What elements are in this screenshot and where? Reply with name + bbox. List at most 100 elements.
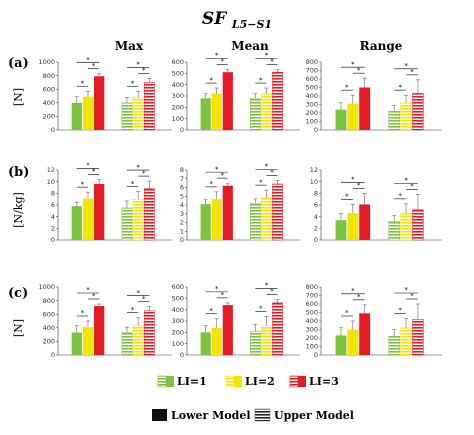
legend-item-li1: LI=1 <box>157 375 207 388</box>
legend-swatch-upper-model <box>254 408 271 422</box>
panel-c-range-bar-lower-li1 <box>335 335 347 355</box>
panel-b-range-sig-star-lower-1: * <box>345 193 349 201</box>
panel-b-mean-sig-star-lower-1: * <box>209 180 213 188</box>
panel-a-range-sig-star-lower-1: * <box>345 83 349 91</box>
panel-a-max-tick-label-800: 800 <box>43 72 55 80</box>
panel-b-mean-sig-star-upper-3: * <box>270 169 274 177</box>
panel-c-range-bar-upper-li2 <box>400 327 412 356</box>
panel-c-range-tick-label-300: 300 <box>306 326 318 334</box>
panel-a-mean-tick-label-300: 300 <box>172 92 184 100</box>
panel-a-range-tick-label-100: 100 <box>306 118 318 126</box>
panel-a-range-tick-label-200: 200 <box>306 109 318 117</box>
panel-c-max-sig-star-lower-2: * <box>86 286 90 294</box>
panel-b-range-bar-upper-li2 <box>400 212 412 241</box>
panel-c-mean-tick-label-600: 600 <box>172 283 184 291</box>
panel-b-max-tick-label-12: 12 <box>47 166 55 174</box>
panel-b-range-sig-star-upper-1: * <box>398 192 402 200</box>
panel-c-mean-bar-lower-li1 <box>200 332 211 355</box>
panel-c-range-tick-label-100: 100 <box>306 343 318 351</box>
panel-b-max-bar-upper-li3 <box>143 188 155 241</box>
panel-c-range-sig-star-lower-1: * <box>345 309 349 317</box>
panel-c-mean-sig-star-upper-3: * <box>270 288 274 296</box>
panel-a-range-sig-star-upper-3: * <box>410 68 414 76</box>
panel-a-range-tick-label-0: 0 <box>314 126 318 134</box>
panel-c-mean-bar-upper-li1 <box>250 330 261 356</box>
legend-item-li2: LI=2 <box>225 375 275 388</box>
panel-b-mean-sig-star-lower-3: * <box>221 171 225 179</box>
panel-a-max-tick-label-400: 400 <box>43 99 55 107</box>
panel-b-range-bar-lower-li3 <box>359 204 371 240</box>
panel-b-max-tick-label-4: 4 <box>51 213 55 221</box>
panel-a-range-bar-lower-li2 <box>347 103 359 130</box>
column-header-range: Range <box>360 39 403 53</box>
panel-c-range-bar-upper-li3 <box>412 319 424 356</box>
panel-b-mean-sig-star-upper-2: * <box>265 163 269 171</box>
panel-b-mean-sig-star-lower-2: * <box>215 165 219 173</box>
legend-label-li3: LI=3 <box>309 375 339 388</box>
panel-a-max-sig-star-lower-3: * <box>92 62 96 70</box>
panel-a-mean-bar-lower-li3 <box>222 72 233 130</box>
panel-b-max-sig-star-lower-1: * <box>81 180 85 188</box>
panel-b-mean-tick-label-1: 1 <box>180 227 184 235</box>
panel-c-range-tick-label-200: 200 <box>306 334 318 342</box>
panel-b-range-bar-upper-li3 <box>412 209 424 241</box>
panel-a-mean-sig-star-upper-3: * <box>270 58 274 66</box>
panel-a-mean-sig-star-lower-3: * <box>221 58 225 66</box>
panel-c-max-sig-star-upper-2: * <box>136 289 140 297</box>
panel-b-max-sig-star-upper-2: * <box>136 163 140 171</box>
chart-panels: 02004006008001000******01002003004005006… <box>38 52 442 359</box>
panel-a-range-sig-star-upper-1: * <box>398 83 402 91</box>
panel-b-range-sig-star-upper-2: * <box>404 177 408 185</box>
panel-b-max-tick-label-8: 8 <box>51 190 55 198</box>
panel-c-max-tick-label-400: 400 <box>43 324 55 332</box>
panel-b-max-bar-upper-li2 <box>132 198 144 241</box>
panel-c-mean-tick-label-200: 200 <box>172 329 184 337</box>
legend-label-li2: LI=2 <box>245 375 275 388</box>
panel-a-max-bar-lower-li2 <box>82 96 94 130</box>
panel-c-mean-sig-star-lower-3: * <box>221 291 225 299</box>
panel-c-range-sig-star-upper-3: * <box>410 292 414 300</box>
legend-swatch-lower-model <box>152 409 167 421</box>
panel-c-mean-bar-upper-li2 <box>261 325 272 356</box>
panel-b-max-tick-label-0: 0 <box>51 236 55 244</box>
panel-a-max-bar-lower-li3 <box>94 76 105 130</box>
panel-b-range-tick-label-12: 12 <box>310 166 318 174</box>
panel-b-mean-bar-lower-li2 <box>211 198 222 240</box>
panel-a-mean-bar-upper-li2 <box>261 93 272 131</box>
legend-item-upper-model: Upper Model <box>254 408 354 422</box>
panel-b-mean-bar-upper-li3 <box>272 183 283 241</box>
legend-swatch-hatched-li3 <box>289 375 299 388</box>
panel-a-max-tick-label-200: 200 <box>43 113 55 121</box>
panel-c-mean-sig-star-lower-1: * <box>209 307 213 315</box>
panel-a-max-bar-upper-li1 <box>121 102 133 131</box>
panel-a-mean-sig-star-lower-2: * <box>215 52 219 60</box>
panel-a-range-sig-star-upper-2: * <box>404 62 408 70</box>
panel-c-range-tick-label-600: 600 <box>306 300 318 308</box>
panel-b-max-bar-lower-li2 <box>82 198 94 240</box>
panel-a-mean-sig-star-upper-1: * <box>259 76 263 84</box>
panel-a-range-tick-label-600: 600 <box>306 75 318 83</box>
panel-b-range-tick-label-0: 0 <box>314 236 318 244</box>
panel-c-max-bar-upper-li3 <box>143 310 155 356</box>
panel-a-range-bar-lower-li3 <box>359 87 371 130</box>
panel-c-mean-tick-label-100: 100 <box>172 340 184 348</box>
panel-c-max-tick-label-800: 800 <box>43 297 55 305</box>
panel-c-mean-tick-label-500: 500 <box>172 295 184 303</box>
panel-c-max-bar-lower-li3 <box>94 306 105 355</box>
panel-a-mean-tick-label-0: 0 <box>180 126 184 134</box>
panel-b-range-tick-label-4: 4 <box>314 213 318 221</box>
panel-a-max-sig-star-upper-3: * <box>142 67 146 75</box>
panel-a-max-bar-lower-li1 <box>71 102 82 130</box>
panel-c-mean-sig-star-upper-2: * <box>265 282 269 290</box>
panel-a-max-tick-label-600: 600 <box>43 85 55 93</box>
panel-a-range-bar-upper-li1 <box>388 111 400 131</box>
panel-b-max-tick-label-10: 10 <box>47 178 55 186</box>
panel-b-range-sig-star-lower-3: * <box>357 182 361 190</box>
panel-a-mean-tick-label-100: 100 <box>172 115 184 123</box>
panel-c-mean-tick-label-400: 400 <box>172 306 184 314</box>
